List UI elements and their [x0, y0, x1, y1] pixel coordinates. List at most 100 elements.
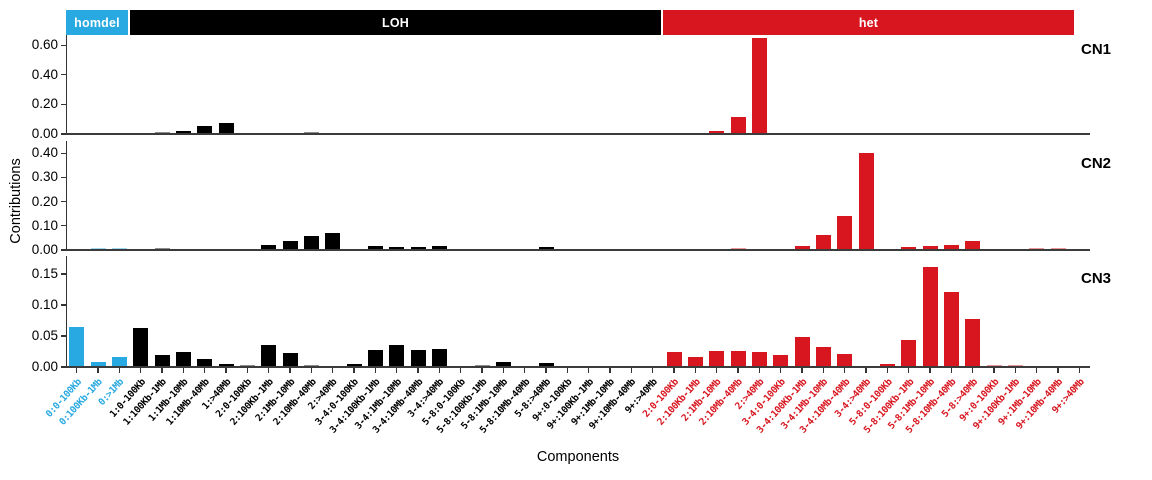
bar — [965, 241, 981, 249]
bar — [1050, 248, 1066, 249]
x-tick — [502, 368, 504, 373]
bar — [154, 355, 170, 366]
y-tick-label: 0.15 — [31, 266, 58, 281]
x-tick — [865, 368, 867, 373]
bar — [90, 248, 106, 249]
strip-loh-label: LOH — [382, 15, 409, 30]
bar — [751, 352, 767, 366]
bar — [986, 365, 1002, 366]
y-tick — [61, 304, 66, 306]
bar — [389, 247, 405, 249]
bar — [943, 245, 959, 249]
bar — [367, 350, 383, 366]
y-tick — [61, 176, 66, 179]
bar — [303, 132, 319, 133]
bar — [922, 267, 938, 366]
bar — [901, 340, 917, 366]
bar — [282, 241, 298, 249]
panel-label-cn1: CN1 — [1081, 41, 1112, 58]
x-tick — [1078, 368, 1080, 373]
y-tick-label: 0.10 — [31, 297, 58, 312]
bar — [111, 248, 127, 249]
bar — [1007, 365, 1023, 366]
bar — [389, 345, 405, 366]
y-tick-label: 0.05 — [31, 328, 58, 343]
x-axis-line — [66, 366, 1090, 368]
x-tick — [481, 368, 483, 373]
x-tick — [353, 368, 355, 373]
x-axis-title: Components — [536, 449, 620, 465]
x-tick — [545, 368, 547, 373]
y-tick-label: 0.60 — [31, 37, 58, 53]
x-tick — [950, 368, 952, 373]
y-axis-line — [66, 141, 68, 250]
y-tick — [61, 249, 66, 251]
bar — [218, 123, 234, 133]
y-tick — [61, 366, 66, 368]
bar — [154, 248, 170, 249]
strip-loh: LOH — [130, 10, 661, 35]
bar — [922, 246, 938, 249]
bar — [431, 246, 447, 249]
y-tick-label: 0.00 — [31, 126, 58, 141]
bar — [666, 352, 682, 366]
bar — [538, 363, 554, 366]
bar — [303, 365, 319, 366]
bar — [495, 362, 511, 366]
x-tick — [844, 368, 846, 373]
bar — [90, 362, 106, 366]
x-tick — [76, 368, 78, 373]
x-tick — [204, 368, 206, 373]
x-tick — [801, 368, 803, 373]
bar — [815, 347, 831, 366]
bar — [943, 292, 959, 366]
x-tick — [822, 368, 824, 373]
strip-homdel: homdel — [66, 10, 128, 35]
y-tick-label: 0.20 — [31, 193, 58, 209]
y-tick — [61, 201, 66, 203]
bar — [965, 319, 981, 366]
x-tick — [225, 368, 227, 373]
bar — [687, 357, 703, 366]
y-tick — [61, 44, 66, 46]
x-tick — [310, 368, 312, 373]
bar — [111, 357, 127, 366]
y-tick-label: 0.40 — [31, 66, 58, 82]
panel-label-cn3: CN3 — [1081, 270, 1112, 287]
y-tick — [61, 273, 66, 275]
bar — [431, 349, 447, 366]
panel-label-cn2: CN2 — [1081, 155, 1112, 172]
x-tick — [1014, 368, 1016, 373]
y-tick — [61, 74, 66, 76]
y-tick-label: 0.00 — [31, 359, 58, 374]
bar — [325, 233, 341, 249]
bar — [197, 126, 213, 133]
bar — [175, 131, 191, 133]
bar — [794, 337, 810, 366]
bar — [879, 364, 895, 366]
y-tick-label: 0.30 — [31, 169, 58, 185]
bar — [474, 365, 490, 366]
x-tick — [417, 368, 419, 373]
x-tick — [630, 368, 632, 373]
x-tick — [396, 368, 398, 373]
bar — [794, 246, 810, 249]
bar — [709, 131, 725, 133]
x-tick — [246, 368, 248, 373]
bar — [730, 351, 746, 366]
x-tick — [780, 368, 782, 373]
x-tick — [993, 368, 995, 373]
x-tick — [1057, 368, 1059, 373]
y-tick — [61, 335, 66, 337]
x-tick — [566, 368, 568, 373]
x-tick — [182, 368, 184, 373]
bar — [175, 352, 191, 366]
x-tick — [886, 368, 888, 373]
bar — [346, 364, 362, 366]
bar — [282, 353, 298, 366]
x-tick — [524, 368, 526, 373]
x-tick — [460, 368, 462, 373]
strip-homdel-label: homdel — [74, 15, 120, 30]
y-tick — [61, 133, 66, 135]
